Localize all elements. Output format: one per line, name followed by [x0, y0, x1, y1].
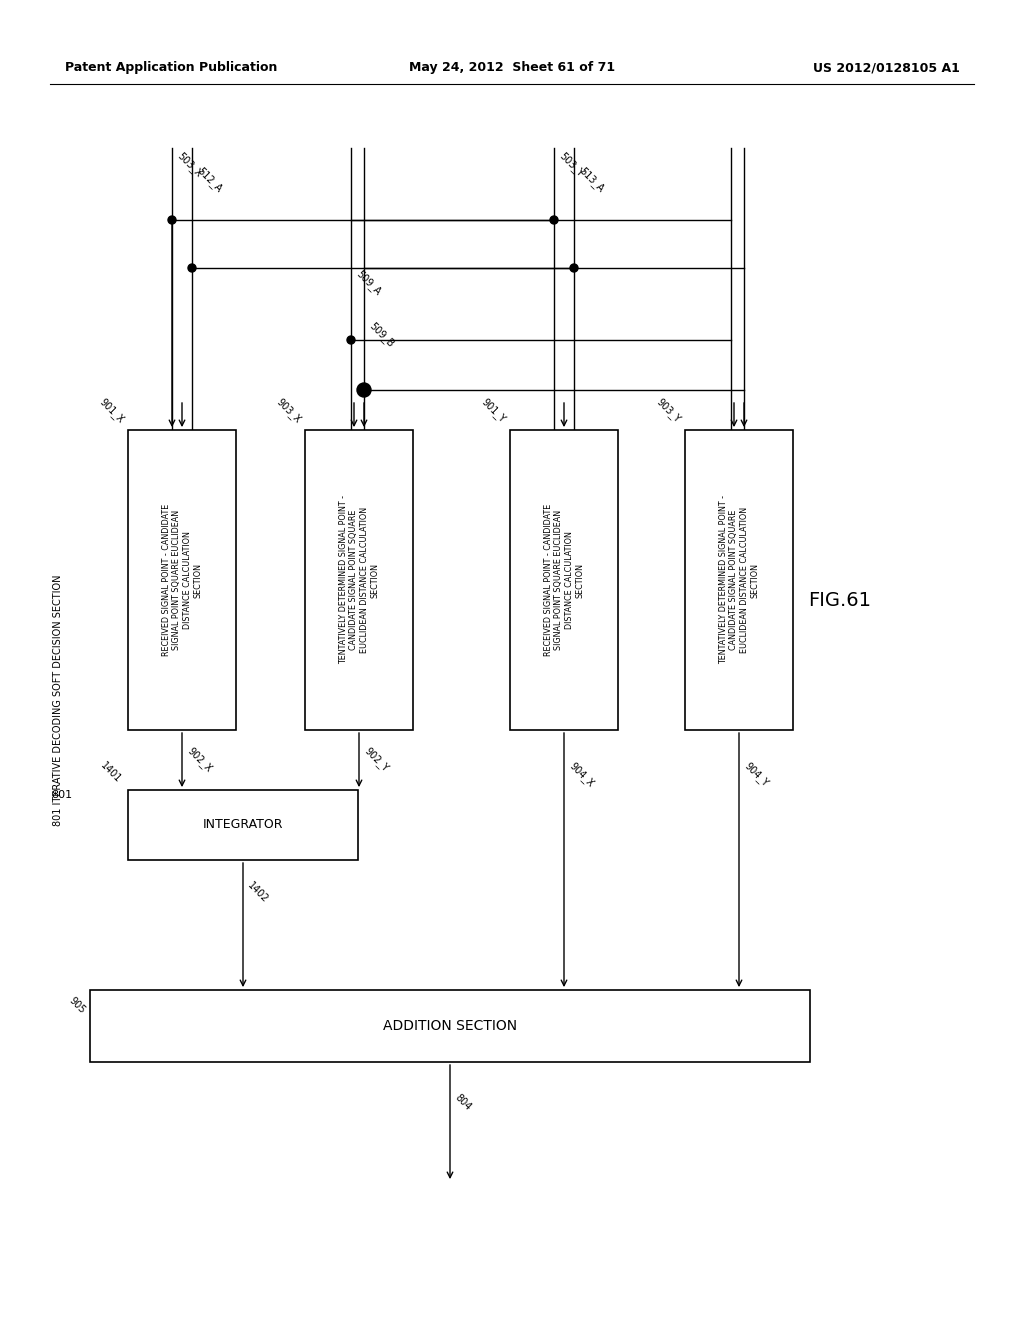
Text: 804: 804	[453, 1092, 473, 1111]
Bar	[305, 430, 413, 730]
Bar	[128, 789, 358, 861]
Bar	[128, 430, 236, 730]
Text: 513_A: 513_A	[577, 165, 606, 194]
Text: 801 ITERATIVE DECODING SOFT DECISION SECTION: 801 ITERATIVE DECODING SOFT DECISION SEC…	[53, 574, 63, 826]
Bar	[685, 430, 793, 730]
Text: 512_A: 512_A	[195, 165, 224, 194]
Text: TENTATIVELY DETERMINED SIGNAL POINT -
CANDIDATE SIGNAL POINT SQUARE
EUCLIDEAN DI: TENTATIVELY DETERMINED SIGNAL POINT - CA…	[339, 495, 379, 664]
Text: 905: 905	[67, 995, 87, 1015]
Text: 903_Y: 903_Y	[654, 397, 683, 425]
Bar	[90, 990, 810, 1063]
Text: INTEGRATOR: INTEGRATOR	[203, 818, 284, 832]
Text: 904_Y: 904_Y	[742, 760, 770, 788]
Circle shape	[570, 264, 578, 272]
Text: 509_A: 509_A	[354, 268, 383, 297]
Text: Patent Application Publication: Patent Application Publication	[65, 62, 278, 74]
Circle shape	[357, 383, 371, 397]
Text: US 2012/0128105 A1: US 2012/0128105 A1	[813, 62, 961, 74]
Circle shape	[168, 216, 176, 224]
Text: 903_X: 903_X	[274, 396, 303, 425]
Text: RECEIVED SIGNAL POINT - CANDIDATE
SIGNAL POINT SQUARE EUCLIDEAN
DISTANCE CALCULA: RECEIVED SIGNAL POINT - CANDIDATE SIGNAL…	[162, 504, 202, 656]
Circle shape	[550, 216, 558, 224]
Text: 1401: 1401	[98, 760, 123, 785]
Text: TENTATIVELY DETERMINED SIGNAL POINT -
CANDIDATE SIGNAL POINT SQUARE
EUCLIDEAN DI: TENTATIVELY DETERMINED SIGNAL POINT - CA…	[719, 495, 759, 664]
Text: FIG.61: FIG.61	[809, 590, 871, 610]
Text: 904_X: 904_X	[567, 760, 596, 789]
Text: 901_Y: 901_Y	[479, 397, 508, 425]
Text: 902_X: 902_X	[185, 744, 214, 774]
Text: May 24, 2012  Sheet 61 of 71: May 24, 2012 Sheet 61 of 71	[409, 62, 615, 74]
Text: 509_B: 509_B	[367, 319, 396, 348]
Text: 801: 801	[51, 789, 72, 800]
Circle shape	[188, 264, 196, 272]
Text: ADDITION SECTION: ADDITION SECTION	[383, 1019, 517, 1034]
Text: 902_Y: 902_Y	[362, 744, 390, 774]
Circle shape	[347, 337, 355, 345]
Text: 1402: 1402	[246, 880, 270, 904]
Text: 901_X: 901_X	[97, 396, 126, 425]
Text: RECEIVED SIGNAL POINT - CANDIDATE
SIGNAL POINT SQUARE EUCLIDEAN
DISTANCE CALCULA: RECEIVED SIGNAL POINT - CANDIDATE SIGNAL…	[544, 504, 584, 656]
Text: 503_X: 503_X	[175, 150, 204, 180]
Bar	[510, 430, 618, 730]
Text: 503_Y: 503_Y	[557, 150, 586, 178]
